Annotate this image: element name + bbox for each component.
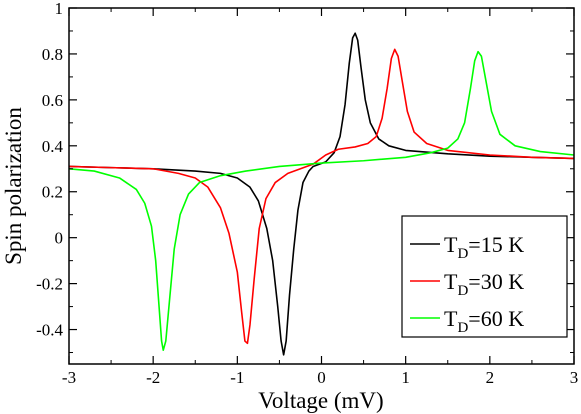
- legend: TD=15 K TD=30 K TD=60 K: [401, 215, 568, 338]
- x-axis-ticks: -3 -2 -1 0 1 2 3: [62, 8, 578, 387]
- x-tick-label: -3: [62, 368, 76, 387]
- series-layer: [68, 32, 575, 356]
- x-tick-label: -1: [230, 368, 244, 387]
- series-line-2: [68, 48, 575, 345]
- y-tick-label: 1: [55, 0, 64, 18]
- y-tick-label: 0.8: [42, 45, 63, 64]
- y-tick-label: 0.6: [42, 91, 63, 110]
- y-axis-ticks: -0.4 -0.2 0 0.2 0.4 0.6 0.8 1: [36, 0, 574, 354]
- x-tick-label: 1: [401, 368, 410, 387]
- y-tick-label: 0.4: [42, 137, 64, 156]
- y-tick-label: 0: [55, 229, 64, 248]
- x-tick-label: -2: [146, 368, 160, 387]
- x-tick-label: 0: [317, 368, 326, 387]
- y-axis-label: Spin polarization: [1, 107, 26, 265]
- y-tick-label: 0.2: [42, 183, 63, 202]
- x-tick-label: 3: [570, 368, 579, 387]
- series-line-1: [68, 32, 575, 356]
- legend-label-1: TD=15 K: [444, 232, 524, 262]
- x-tick-label: 2: [486, 368, 495, 387]
- x-axis-label: Voltage (mV): [258, 388, 383, 413]
- legend-label-2: TD=30 K: [444, 269, 524, 299]
- legend-entries: TD=15 K TD=30 K TD=60 K: [410, 232, 524, 336]
- y-tick-label: -0.4: [36, 321, 63, 340]
- legend-box: [401, 215, 568, 338]
- legend-label-3: TD=60 K: [444, 306, 524, 336]
- y-tick-label: -0.2: [36, 275, 63, 294]
- series-line-3: [68, 50, 575, 352]
